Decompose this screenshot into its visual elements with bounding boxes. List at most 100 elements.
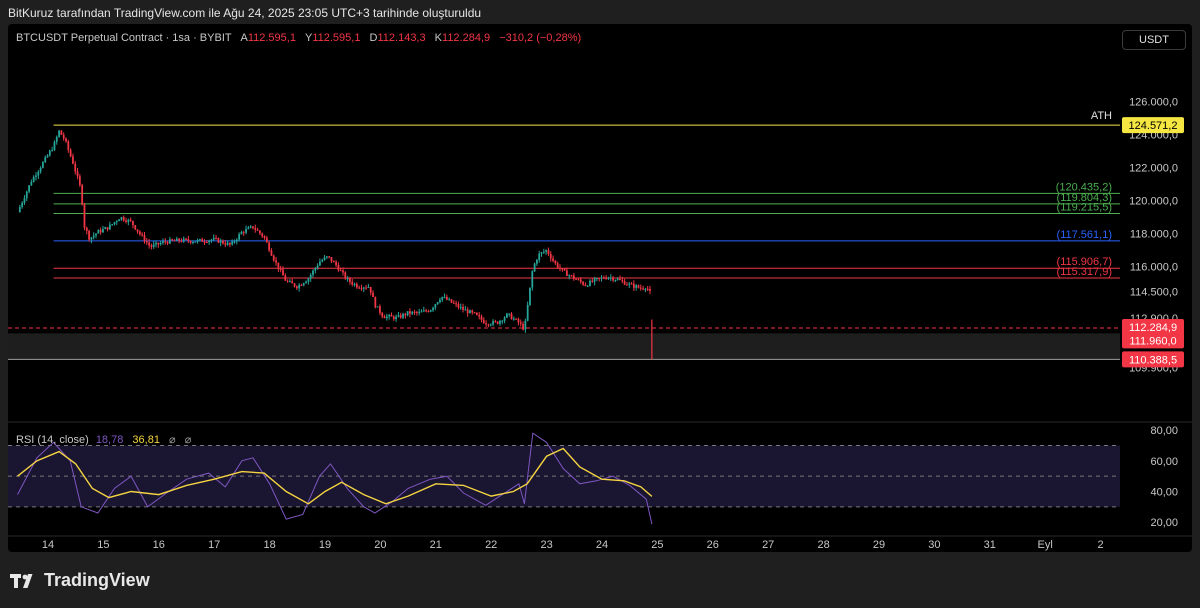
time-axis-tick: 17 — [208, 539, 220, 551]
candle-body — [152, 244, 155, 247]
chart-panel[interactable]: 126.000,0 124.000,0 122.000,0 120.000,0 118.… — [8, 24, 1192, 552]
candle-body — [582, 281, 584, 285]
candle-body — [150, 245, 153, 247]
candle-body — [185, 238, 187, 240]
candle-body — [127, 219, 130, 222]
candle-body — [302, 283, 305, 286]
candle-body — [547, 250, 550, 254]
candle-body — [540, 252, 543, 254]
candle-body — [242, 232, 245, 234]
candle-body — [646, 288, 649, 290]
candle-body — [496, 321, 499, 324]
price-axis-tick: 114.500,0 — [1130, 286, 1178, 298]
candle-body — [134, 225, 137, 230]
rsi-line — [17, 432, 653, 525]
candle-body — [445, 296, 448, 300]
candle-body — [226, 242, 229, 245]
candle-body — [69, 149, 72, 157]
candle-body — [383, 316, 386, 319]
candle-body — [256, 229, 259, 231]
candle-body — [37, 171, 40, 176]
candle-body — [201, 239, 204, 242]
candle-body — [409, 311, 411, 314]
chart-canvas[interactable]: 126.000,0124.000,0122.000,0120.000,0118.… — [8, 24, 1192, 552]
candle-body — [205, 241, 208, 243]
price-axis-tick: 116.000,0 — [1130, 262, 1178, 274]
candle-body — [420, 311, 423, 313]
candle-body — [469, 310, 471, 314]
zone-top-badge — [1122, 332, 1184, 349]
symbol-name[interactable]: BTCUSDT Perpetual Contract · 1sa · BYBIT — [16, 32, 232, 44]
candle-body — [626, 284, 628, 286]
candle-body — [379, 306, 381, 313]
candle-body — [247, 227, 250, 230]
candle-body — [478, 315, 481, 317]
candle-body — [265, 237, 268, 243]
candle-body — [138, 231, 141, 235]
candle-body — [607, 277, 610, 279]
candle-body — [238, 234, 241, 240]
candle-body — [549, 253, 552, 259]
candle-body — [295, 286, 298, 289]
candle-body — [102, 229, 104, 233]
level-label: (117.561,1) — [1057, 229, 1112, 241]
candle-body — [319, 261, 321, 266]
candle-body — [475, 312, 478, 316]
candle-body — [62, 134, 65, 139]
candle-body — [448, 299, 451, 301]
candle-body — [270, 250, 273, 256]
candle-body — [252, 226, 254, 229]
candle-body — [542, 251, 545, 253]
candle-body — [136, 229, 139, 232]
current-price-badge — [1122, 319, 1184, 336]
tradingview-logo-icon — [10, 573, 33, 588]
candle-body — [457, 303, 460, 308]
time-axis-tick: 21 — [430, 539, 442, 551]
candle-body — [360, 288, 363, 290]
candle-body — [65, 138, 67, 142]
candle-body — [480, 316, 483, 320]
candle-body — [314, 268, 317, 271]
candle-body — [390, 315, 393, 317]
price-axis-tick: 120.000,0 — [1129, 196, 1178, 208]
candle-body — [309, 274, 312, 279]
candle-body — [353, 283, 356, 285]
candle-body — [159, 242, 162, 245]
candle-body — [328, 256, 331, 258]
zone-bottom-badge — [1122, 351, 1184, 368]
candle-body — [95, 233, 97, 236]
close-label: K — [434, 32, 443, 44]
candle-body — [385, 316, 388, 319]
candle-body — [182, 238, 185, 242]
rsi-name[interactable]: RSI (14, close) — [16, 434, 89, 446]
candle-body — [388, 315, 391, 317]
candle-body — [602, 277, 605, 279]
candle-body — [254, 228, 257, 230]
candle-body — [579, 279, 582, 282]
candle-body — [639, 287, 642, 289]
zone-top-label: 111.960,0 — [1129, 335, 1176, 347]
tradingview-logo: TradingView — [10, 570, 150, 591]
candle-body — [28, 185, 30, 192]
candle-body — [614, 280, 617, 282]
candle-body — [198, 239, 201, 241]
share-caption: BitKuruz tarafından TradingView.com ile … — [8, 6, 482, 20]
candle-body — [355, 283, 358, 288]
candle-body — [427, 310, 430, 312]
candle-body — [487, 324, 490, 326]
candle-body — [293, 283, 296, 287]
candle-body — [277, 262, 280, 269]
candle-body — [224, 243, 227, 245]
candle-body — [621, 279, 624, 281]
candle-body — [538, 253, 541, 260]
currency-button[interactable]: USDT — [1122, 30, 1186, 50]
candle-body — [381, 312, 384, 317]
zone-bottom-label: 110.388,5 — [1129, 354, 1177, 366]
candle-body — [411, 311, 414, 314]
level-label: (119.215,5) — [1057, 202, 1112, 214]
candle-body — [443, 296, 446, 298]
rsi-axis-tick: 60,00 — [1150, 456, 1178, 468]
support-zone — [8, 333, 1120, 360]
candle-body — [561, 268, 564, 270]
candle-body — [67, 141, 70, 150]
